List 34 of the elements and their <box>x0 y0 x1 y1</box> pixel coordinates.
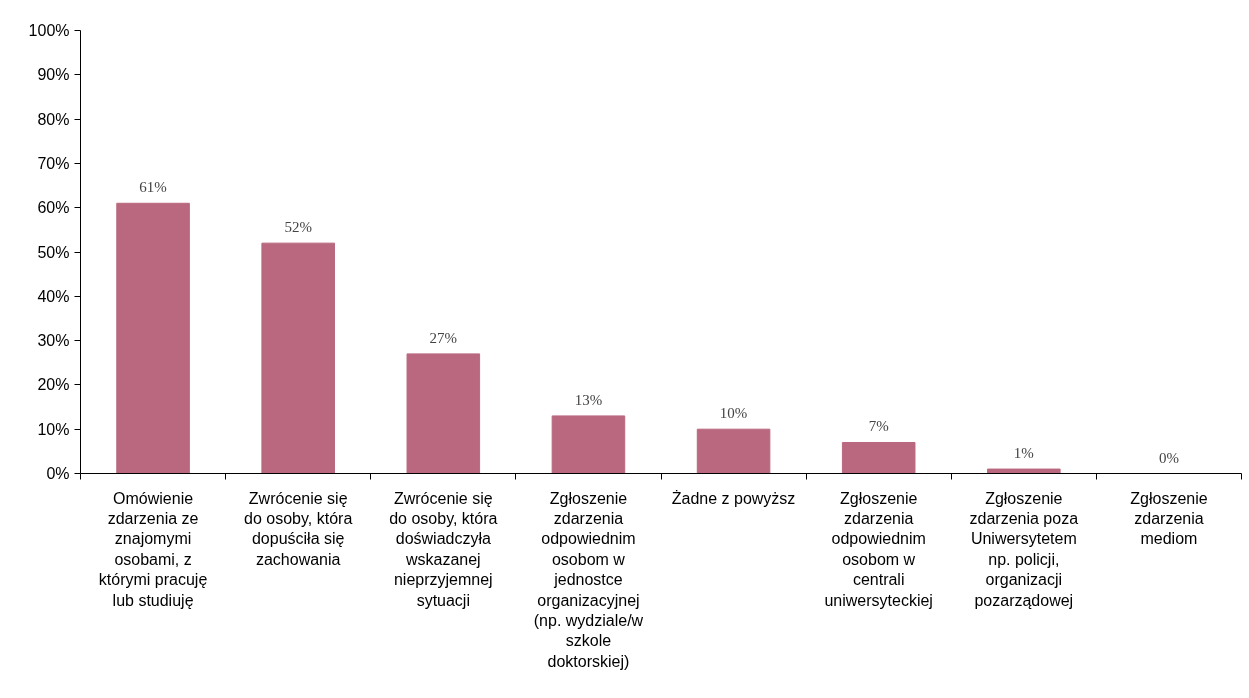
y-tick-label: 10% <box>37 420 70 438</box>
data-label: 1% <box>1013 445 1034 462</box>
y-tick-label: 60% <box>37 199 70 217</box>
x-tick-label: Żadne z powyższ <box>671 488 796 507</box>
data-label: 13% <box>574 391 603 408</box>
data-label: 27% <box>429 329 458 346</box>
y-tick-label: 80% <box>37 110 70 128</box>
y-tick-label: 30% <box>37 332 70 350</box>
x-tick-label: Zwrócenie się do osoby, która dopuściła się zachowania <box>244 489 353 568</box>
bar <box>987 468 1061 474</box>
x-tick-label: Zgłoszenie zdarzenia poza Uniwersytetem np. policji, organizacji pozarządowej <box>969 489 1079 609</box>
y-tick-label: 20% <box>37 376 70 394</box>
x-tick-label: Zgłoszenie zdarzenia mediom <box>1130 489 1208 548</box>
category-label: Zgłoszenie zdarzenia odpowiednim osobom w jednostce organizacyjnej (np. wydziale/w szkole doktorskiej) <box>533 489 644 670</box>
data-label: 7% <box>868 418 889 435</box>
bar <box>406 353 481 474</box>
bar <box>116 202 190 474</box>
bar <box>696 428 771 474</box>
bar <box>841 441 916 474</box>
x-tick-label: Zwrócenie się do osoby, która doświadczyła wskazanej nieprzyjemnej sytuacji <box>389 489 498 609</box>
data-label: 0% <box>1158 449 1179 466</box>
data-label: 10% <box>719 405 748 422</box>
y-tick-label: 90% <box>37 66 70 84</box>
y-tick-label: 70% <box>37 154 70 172</box>
bar <box>261 242 335 474</box>
data-label: 61% <box>139 179 167 196</box>
y-tick-label: 50% <box>37 243 70 261</box>
data-label: 52% <box>284 219 312 236</box>
x-tick-label: Omówienie zdarzenia ze znajomymi osobami, z którymi pracuję lub studiuję <box>98 489 208 609</box>
y-tick-label: 0% <box>46 465 70 482</box>
x-tick-label: Zgłoszenie zdarzenia odpowiednim osobom w centrali uniwersyteckiej <box>824 489 933 609</box>
y-tick-label: 40% <box>37 287 70 305</box>
y-tick-label: 100% <box>28 22 70 39</box>
bar <box>551 415 626 474</box>
